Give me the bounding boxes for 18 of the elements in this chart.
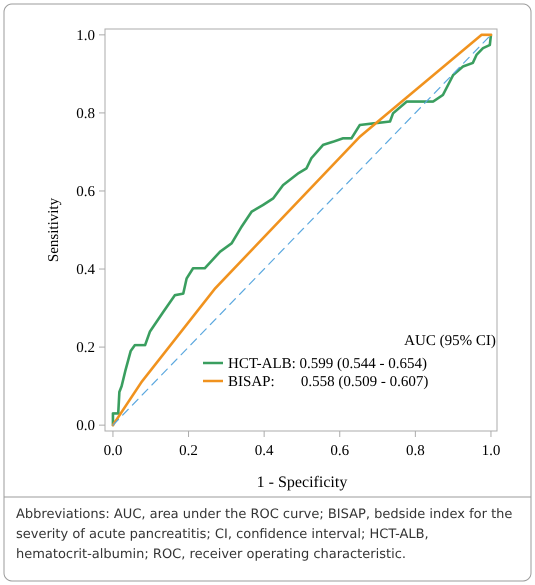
legend-label: BISAP: 0.558 (0.509 - 0.607) [228, 374, 428, 390]
y-tick-label: 1.0 [76, 28, 95, 44]
x-tick-label: 0.0 [104, 443, 122, 459]
legend-title: AUC (95% CI) [404, 333, 496, 349]
text: Abbreviations: AUC, area under the ROC curve; BISAP, bedside index for the severity of acute pancreatitis; CI, confidence interval; HCT-ALB, hematocrit-albumin; ROC, receiver operating characteristic. [16, 507, 512, 562]
y-tick-label: 0.6 [76, 184, 96, 200]
y-axis-title: Sensitivity [46, 197, 62, 262]
y-tick-label: 0.0 [76, 418, 95, 434]
y-tick-label: 0.8 [76, 106, 95, 122]
y-tick-label: 0.4 [76, 262, 96, 278]
x-tick-label: 0.4 [254, 443, 274, 459]
x-axis-title: 1 - Specificity [256, 474, 348, 491]
x-tick-label: 0.8 [406, 443, 425, 459]
y-tick-label: 0.2 [76, 340, 95, 356]
x-tick-label: 1.0 [482, 443, 500, 459]
x-tick-label: 0.2 [179, 443, 198, 459]
legend-label: HCT-ALB: 0.599 (0.544 - 0.654) [228, 356, 428, 372]
x-tick-label: 0.6 [330, 443, 350, 459]
